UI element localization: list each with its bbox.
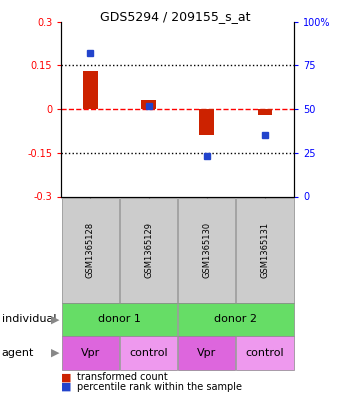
Text: transformed count: transformed count [77, 372, 168, 382]
Text: GSM1365130: GSM1365130 [202, 222, 211, 278]
Text: donor 2: donor 2 [214, 314, 257, 324]
Text: GSM1365131: GSM1365131 [260, 222, 270, 278]
Text: ▶: ▶ [51, 348, 60, 358]
Text: agent: agent [2, 348, 34, 358]
Text: donor 1: donor 1 [98, 314, 141, 324]
Text: individual: individual [2, 314, 56, 324]
Bar [199, 109, 214, 135]
Text: percentile rank within the sample: percentile rank within the sample [77, 382, 242, 392]
Text: control: control [129, 348, 168, 358]
Text: GDS5294 / 209155_s_at: GDS5294 / 209155_s_at [100, 10, 250, 23]
Bar [83, 71, 98, 109]
Text: ■: ■ [61, 372, 72, 382]
Text: Vpr: Vpr [81, 348, 100, 358]
Text: control: control [246, 348, 284, 358]
Text: GSM1365128: GSM1365128 [86, 222, 95, 278]
Text: GSM1365129: GSM1365129 [144, 222, 153, 278]
Text: ▶: ▶ [51, 314, 60, 324]
Bar [141, 100, 156, 109]
Bar [258, 109, 272, 115]
Text: Vpr: Vpr [197, 348, 216, 358]
Text: ■: ■ [61, 382, 72, 392]
